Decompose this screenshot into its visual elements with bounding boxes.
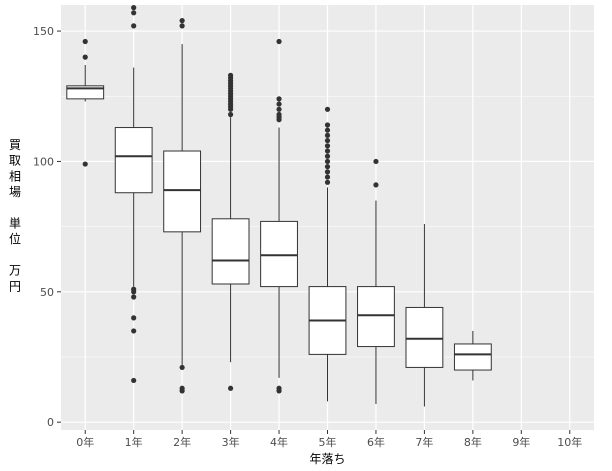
outlier-point bbox=[82, 54, 88, 60]
boxes-layer bbox=[66, 5, 492, 407]
y-title-char: 位 bbox=[9, 231, 21, 246]
y-axis: 0 50 100 150 bbox=[33, 25, 61, 429]
outlier-point bbox=[324, 143, 331, 149]
outlier-point bbox=[179, 18, 185, 24]
outlier-point bbox=[131, 294, 137, 300]
outlier-point bbox=[276, 385, 282, 391]
outlier-point bbox=[179, 364, 185, 371]
outlier-point bbox=[324, 127, 331, 133]
outlier-point bbox=[373, 182, 379, 188]
outlier-point bbox=[276, 101, 282, 107]
box-3年 bbox=[211, 72, 250, 391]
box-body bbox=[405, 306, 444, 368]
y-title-char: 買 bbox=[9, 138, 21, 152]
outlier-point bbox=[276, 106, 282, 112]
outlier-point bbox=[324, 153, 331, 159]
box-body bbox=[114, 127, 153, 194]
outlier-point bbox=[276, 96, 282, 102]
x-tick-label: 1年 bbox=[125, 435, 143, 449]
outlier-point bbox=[131, 377, 137, 384]
x-tick-label: 5年 bbox=[319, 435, 337, 449]
outlier-point bbox=[131, 286, 137, 292]
outlier-point bbox=[324, 132, 331, 138]
outlier-point bbox=[131, 23, 137, 29]
outlier-point bbox=[131, 5, 137, 11]
outlier-point bbox=[324, 148, 331, 154]
box-7年 bbox=[405, 224, 444, 407]
y-title-char: 単 bbox=[9, 217, 21, 231]
outlier-point bbox=[324, 106, 331, 112]
outlier-point bbox=[324, 174, 331, 180]
x-axis-title: 年落ち bbox=[309, 452, 345, 466]
x-tick-label: 4年 bbox=[270, 435, 288, 449]
outlier-point bbox=[324, 169, 331, 175]
box-body bbox=[260, 220, 298, 288]
y-tick-label: 100 bbox=[33, 155, 54, 168]
outlier-point bbox=[324, 164, 331, 170]
outlier-point bbox=[131, 10, 137, 16]
y-title-char: 万 bbox=[9, 264, 21, 278]
box-body bbox=[163, 150, 202, 233]
outlier-point bbox=[227, 111, 234, 118]
x-tick-label: 10年 bbox=[557, 435, 582, 449]
y-tick-label: 50 bbox=[40, 286, 54, 299]
x-tick-label: 0年 bbox=[76, 435, 94, 449]
box-body bbox=[357, 286, 395, 348]
outlier-point bbox=[324, 158, 331, 165]
x-tick-label: 2年 bbox=[173, 435, 191, 449]
box-body bbox=[211, 218, 250, 285]
outlier-point bbox=[324, 122, 331, 128]
outlier-point bbox=[276, 111, 282, 118]
box-2年 bbox=[163, 18, 202, 394]
box-4年 bbox=[260, 38, 298, 394]
outlier-point bbox=[227, 72, 234, 78]
box-1年 bbox=[114, 5, 153, 384]
outlier-point bbox=[179, 385, 185, 391]
box-5年 bbox=[308, 106, 347, 402]
x-tick-label: 9年 bbox=[512, 435, 530, 449]
outlier-point bbox=[131, 328, 137, 334]
y-title-char: 場 bbox=[9, 185, 21, 199]
outlier-point bbox=[324, 137, 331, 144]
outlier-point bbox=[179, 23, 185, 29]
box-body bbox=[453, 343, 492, 371]
x-axis: 0年 1年 2年 3年 4年 5年 6年 7年 8年 9年 10年 bbox=[76, 430, 582, 449]
y-tick-label: 0 bbox=[47, 416, 54, 429]
outlier-point bbox=[227, 385, 234, 391]
outlier-point bbox=[82, 38, 88, 45]
outlier-point bbox=[131, 315, 137, 321]
y-title-char: 取 bbox=[9, 154, 21, 168]
y-title-char: 相 bbox=[9, 169, 21, 183]
box-0年 bbox=[66, 38, 105, 167]
x-tick-label: 6年 bbox=[367, 435, 385, 449]
x-tick-label: 8年 bbox=[464, 435, 482, 449]
x-tick-label: 3年 bbox=[222, 435, 240, 449]
box-6年 bbox=[357, 158, 395, 404]
y-title-char: 円 bbox=[9, 279, 21, 293]
outlier-point bbox=[373, 158, 379, 165]
y-tick-label: 150 bbox=[33, 25, 54, 38]
box-8年 bbox=[453, 330, 492, 381]
x-tick-label: 7年 bbox=[415, 435, 433, 449]
outlier-point bbox=[324, 179, 331, 185]
outlier-point bbox=[82, 161, 88, 167]
outlier-point bbox=[276, 38, 282, 45]
